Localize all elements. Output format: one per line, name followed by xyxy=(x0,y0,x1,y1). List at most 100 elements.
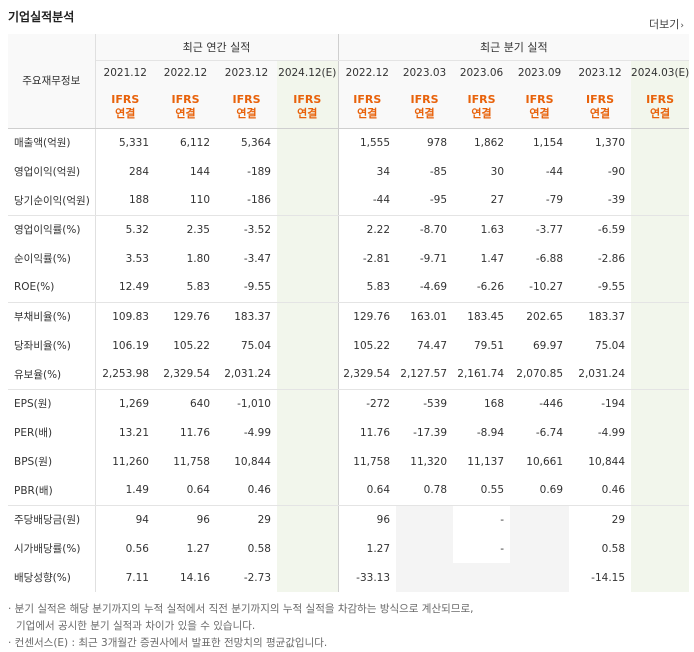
table-cell: -4.99 xyxy=(243,426,271,439)
table-cell: -14.15 xyxy=(591,571,626,584)
table-cell: 11,758 xyxy=(173,455,210,468)
table-row: 부채비율(%) 109.83 129.76 183.37 129.76 163.01 183… xyxy=(8,302,690,331)
table-cell: 10,844 xyxy=(234,455,271,468)
table-cell: -2.86 xyxy=(597,252,626,265)
table-cell xyxy=(510,563,570,592)
table-cell: 10,661 xyxy=(526,455,564,468)
accounting-standard-header: IFRS 연결 xyxy=(216,86,277,129)
table-cell: 109.83 xyxy=(112,310,149,323)
table-cell: 0.64 xyxy=(155,476,216,506)
table-cell: -44 xyxy=(337,186,397,216)
ifrs-header-row: IFRS 연결 IFRS 연결 IFRS 연결 IFRS 연결 IFRS 연결 IFRS 연결 IFRS… xyxy=(8,86,690,129)
table-cell xyxy=(277,447,339,476)
row-label: 주당배당금(원) xyxy=(8,505,96,534)
table-cell: 34 xyxy=(337,157,397,186)
table-cell xyxy=(631,418,690,447)
table-cell xyxy=(277,331,339,360)
table-cell: 163.01 xyxy=(410,310,448,323)
table-cell: 27 xyxy=(453,186,511,216)
table-cell: -6.74 xyxy=(535,426,564,439)
ifrs-label: IFRS xyxy=(525,92,554,106)
table-cell: 29 xyxy=(257,513,271,526)
more-link-label[interactable]: 더보기 xyxy=(649,18,680,31)
table-cell xyxy=(631,302,690,331)
table-row: 순이익률(%) 3.53 1.80 -3.47 -2.81 -9.71 1.47 -6.88 -… xyxy=(8,244,690,273)
table-cell: 168 xyxy=(483,397,505,410)
period-header: 2022.12 xyxy=(337,60,397,86)
table-cell: 2,253.98 xyxy=(95,360,155,390)
consolidated-label: 연결 xyxy=(589,106,611,120)
table-cell: 183.37 xyxy=(588,310,626,323)
table-cell xyxy=(631,331,690,360)
table-cell: 106.19 xyxy=(112,339,149,352)
table-cell: 183.45 xyxy=(467,310,505,323)
table-cell: -4.99 xyxy=(597,426,626,439)
table-cell: -3.77 xyxy=(535,223,564,236)
period-header: 2023.09 xyxy=(510,60,570,86)
table-cell: 105.22 xyxy=(173,339,210,352)
table-cell xyxy=(631,563,690,592)
table-cell: 69.97 xyxy=(532,339,564,352)
table-cell xyxy=(277,215,339,244)
table-cell xyxy=(631,128,690,157)
table-cell xyxy=(510,505,570,534)
table-cell: -17.39 xyxy=(413,426,448,439)
table-cell xyxy=(631,157,690,186)
more-link[interactable]: 더보기› xyxy=(649,16,684,32)
table-cell: 0.46 xyxy=(569,476,632,506)
table-cell: -8.94 xyxy=(476,426,505,439)
accounting-standard-header: IFRS 연결 xyxy=(337,86,397,129)
table-row: 영업이익률(%) 5.32 2.35 -3.52 2.22 -8.70 1.63 -3.77 -… xyxy=(8,215,690,244)
table-cell: 74.47 xyxy=(416,339,448,352)
table-cell xyxy=(631,534,690,563)
table-cell: 0.69 xyxy=(510,476,570,506)
table-cell xyxy=(631,447,690,476)
table-cell: -4.69 xyxy=(396,273,454,303)
table-cell xyxy=(277,563,339,592)
table-cell: 110 xyxy=(155,186,216,216)
table-cell: 1.49 xyxy=(95,476,155,506)
accounting-standard-header: IFRS 연결 xyxy=(453,86,511,129)
table-cell: -39 xyxy=(569,186,632,216)
table-cell xyxy=(631,273,690,303)
table-cell xyxy=(277,128,339,157)
table-cell: 75.04 xyxy=(594,339,626,352)
table-cell: 129.76 xyxy=(173,310,210,323)
table-cell: 5,364 xyxy=(240,136,271,149)
table-cell: 1.47 xyxy=(480,252,505,265)
table-cell: 1.80 xyxy=(186,252,210,265)
table-cell: -10.27 xyxy=(510,273,570,303)
table-row: 당좌비율(%) 106.19 105.22 75.04 105.22 74.47 79.51… xyxy=(8,331,690,360)
table-cell: -44 xyxy=(545,165,564,178)
table-cell xyxy=(631,389,690,418)
table-cell: 129.76 xyxy=(337,302,397,331)
table-cell xyxy=(396,534,454,563)
consolidated-label: 연결 xyxy=(115,106,136,120)
accounting-standard-header: IFRS 연결 xyxy=(95,86,155,129)
table-cell: 5.83 xyxy=(337,273,397,303)
table-cell: -2.73 xyxy=(243,571,271,584)
table-cell xyxy=(631,244,690,273)
accounting-standard-header: IFRS 연결 xyxy=(155,86,216,129)
table-cell: 640 xyxy=(189,397,210,410)
table-cell xyxy=(277,418,339,447)
table-row: PER(배) 13.21 11.76 -4.99 11.76 -17.39 -8.94 -6.… xyxy=(8,418,690,447)
ifrs-label: IFRS xyxy=(586,92,615,106)
row-label: PER(배) xyxy=(8,418,96,447)
row-label: 유보율(%) xyxy=(8,360,96,390)
table-cell: -6.26 xyxy=(453,273,511,303)
table-cell: 96 xyxy=(196,513,210,526)
table-cell: 1,555 xyxy=(337,128,397,157)
table-cell: 29 xyxy=(611,513,626,526)
row-label: 영업이익률(%) xyxy=(8,215,96,244)
table-cell: 11,758 xyxy=(337,447,397,476)
accounting-standard-header: IFRS 연결 xyxy=(569,86,632,129)
table-cell xyxy=(277,360,339,390)
footnotes: · 분기 실적은 해당 분기까지의 누적 실적에서 직전 분기까지의 누적 실적… xyxy=(8,601,473,652)
period-header: 2021.12 xyxy=(95,60,155,86)
table-cell: -95 xyxy=(396,186,454,216)
table-cell: -272 xyxy=(337,389,397,418)
table-cell: 1,370 xyxy=(594,136,626,149)
table-cell: -6.59 xyxy=(597,223,626,236)
accounting-standard-header: IFRS 연결 xyxy=(396,86,454,129)
